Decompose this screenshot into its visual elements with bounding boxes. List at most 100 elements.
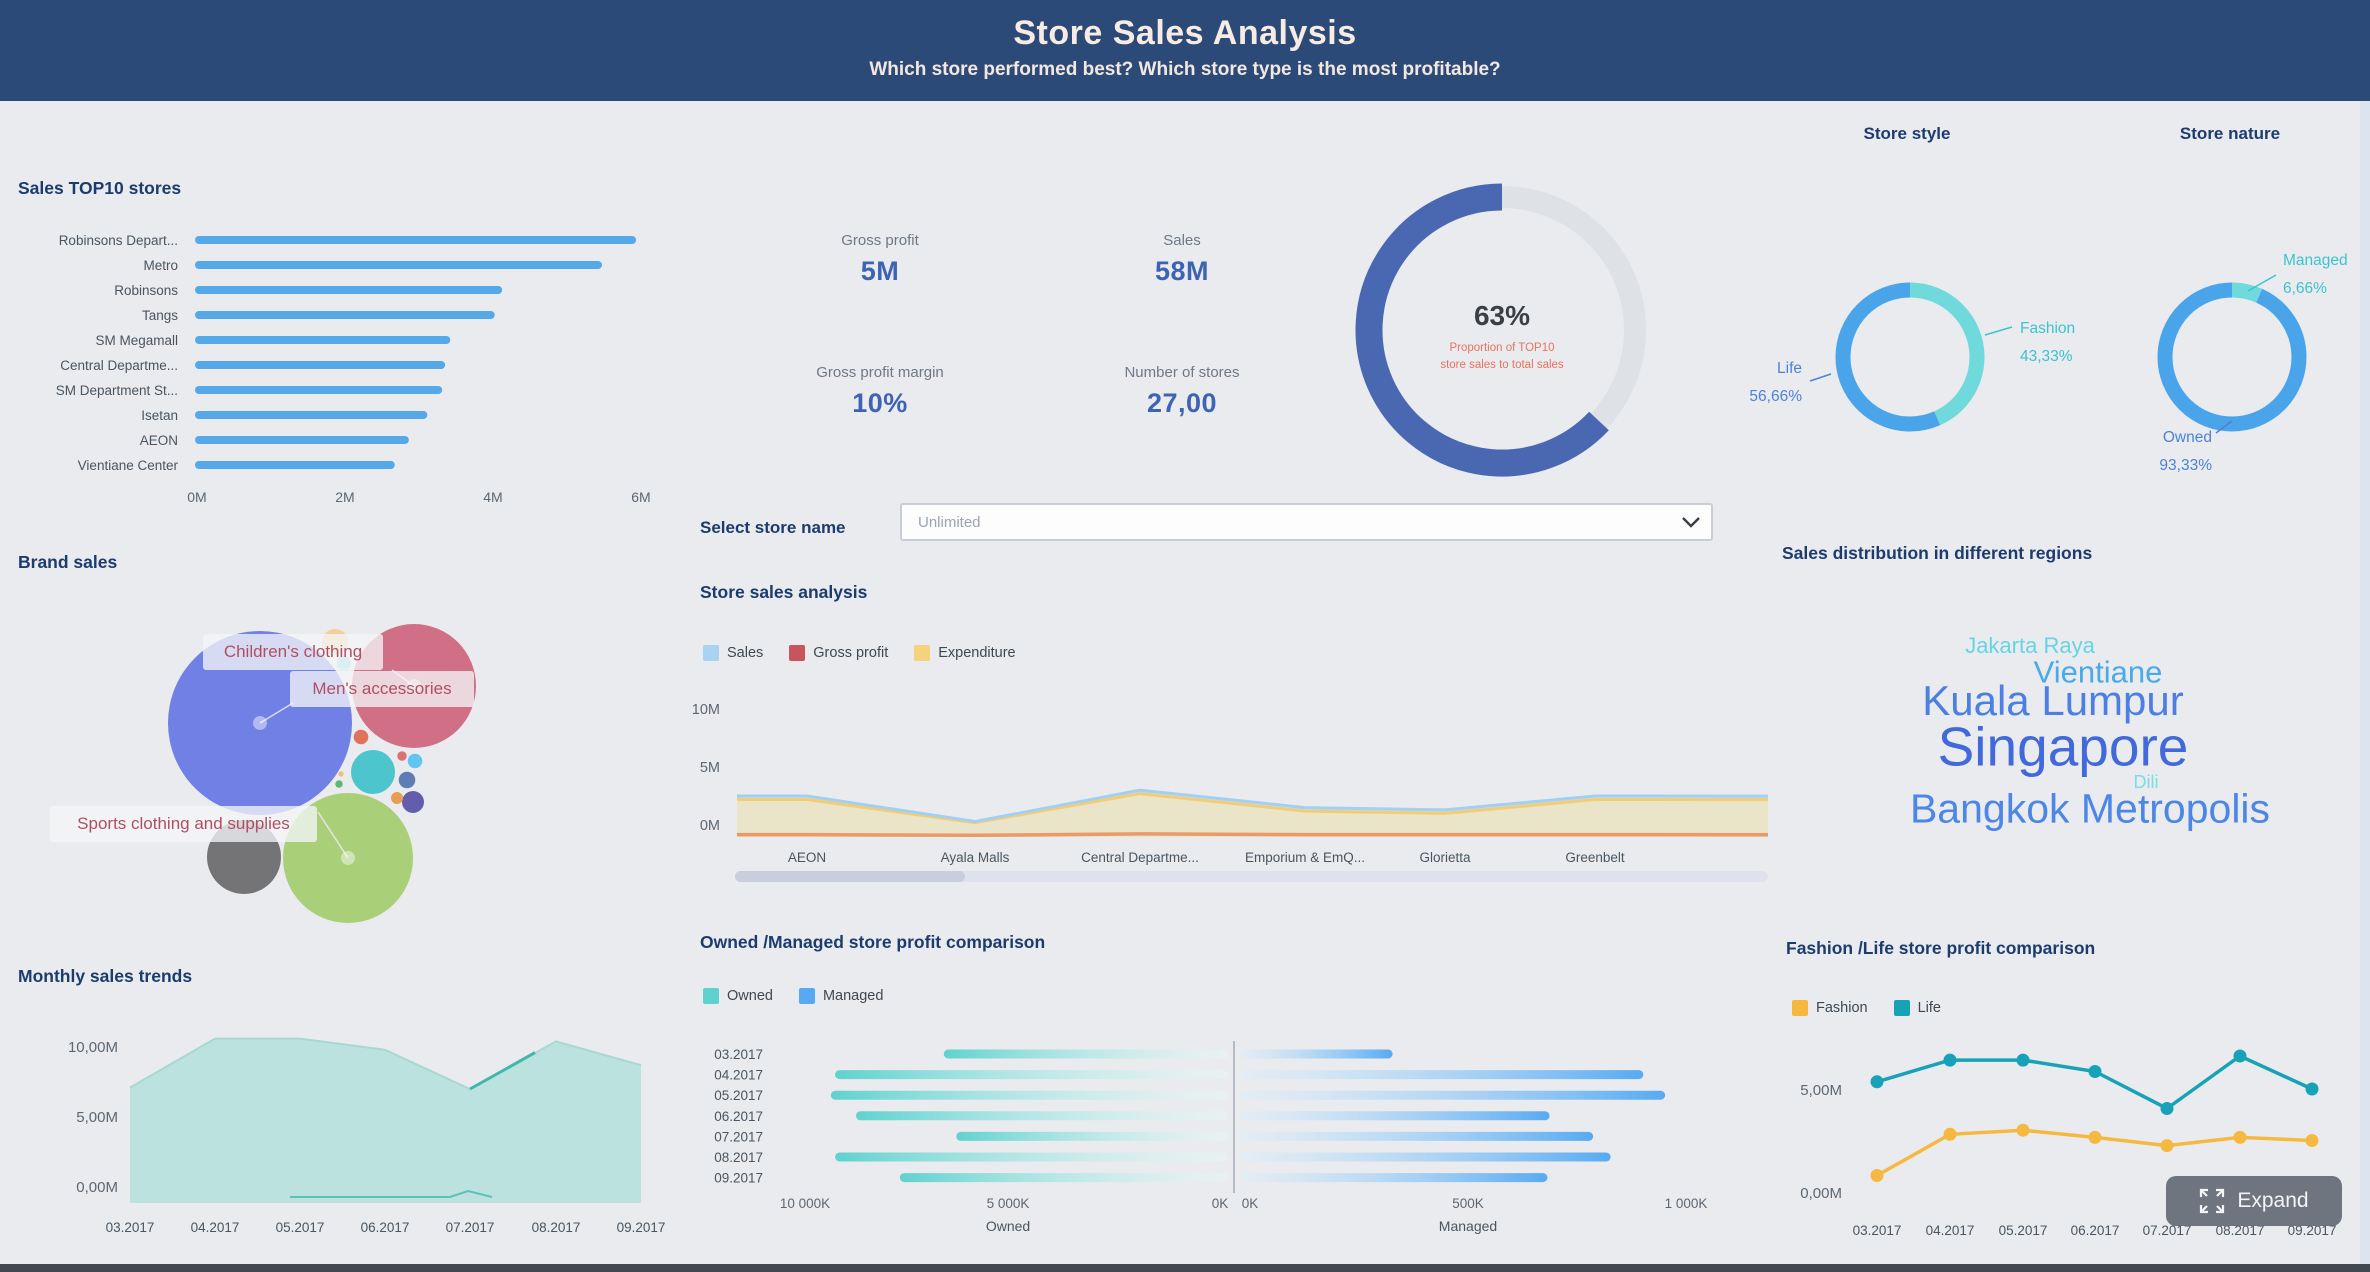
legend-item-owned[interactable]: Owned xyxy=(703,988,773,1004)
legend-item-life[interactable]: Life xyxy=(1893,1000,1941,1016)
fashion-life-line-chart: 0,00M 5,00M 03.2017 04.2017 05.2017 06.2017 07… xyxy=(1800,1049,2337,1238)
gauge-arc xyxy=(1355,183,1609,477)
bar-label: Isetan xyxy=(141,408,178,423)
cloud-word: Kuala Lumpur xyxy=(1922,677,2184,724)
top10-title: Sales TOP10 stores xyxy=(18,178,182,198)
x-tick: 2M xyxy=(335,489,354,505)
month-label: 06.2017 xyxy=(714,1109,763,1124)
svg-text:05.2017: 05.2017 xyxy=(276,1220,325,1235)
svg-text:0,00M: 0,00M xyxy=(1800,1185,1842,1202)
legend-swatch xyxy=(798,988,815,1004)
managed-bar xyxy=(1240,1049,1393,1059)
scrollbar-thumb[interactable] xyxy=(735,871,965,882)
legend-item-sales[interactable]: Sales xyxy=(703,645,763,661)
legend-item-managed[interactable]: Managed xyxy=(798,988,883,1004)
bar xyxy=(195,236,637,244)
bar xyxy=(195,436,409,444)
store-sales-legend: Sales Gross profit Expenditure xyxy=(703,645,1016,661)
legend-item-gross-profit[interactable]: Gross profit xyxy=(789,645,888,661)
donut-label: Life xyxy=(1777,360,1802,377)
x-tick: 6M xyxy=(631,489,650,505)
bubble-label-childrens-clothing: Children's clothing xyxy=(203,634,383,670)
svg-text:500K: 500K xyxy=(1452,1196,1484,1211)
store-name-dropdown[interactable]: Unlimited xyxy=(900,503,1713,541)
right-edge-strip xyxy=(2360,101,2370,1264)
monthly-trends-title: Monthly sales trends xyxy=(18,966,193,986)
managed-bar xyxy=(1240,1090,1666,1100)
cloud-word: Dili xyxy=(2133,772,2159,792)
bar-label: Tangs xyxy=(142,308,178,323)
bar-label: Vientiane Center xyxy=(78,458,179,473)
expenditure-line xyxy=(737,792,1769,825)
legend-swatch xyxy=(703,988,719,1004)
donut-pct: 6,66% xyxy=(2283,280,2327,297)
bar-label: AEON xyxy=(140,433,178,448)
managed-bar xyxy=(1240,1173,1548,1183)
legend-item-expenditure[interactable]: Expenditure xyxy=(914,645,1016,661)
bar xyxy=(195,336,451,344)
x-category: Glorietta xyxy=(1419,850,1471,865)
bubble xyxy=(335,780,343,788)
regions-title: Sales distribution in different regions xyxy=(1782,543,2093,563)
owned-bar xyxy=(943,1049,1228,1059)
managed-bar xyxy=(1240,1070,1644,1080)
owned-bar xyxy=(899,1173,1228,1183)
svg-text:5M: 5M xyxy=(700,760,720,776)
owned-managed-legend: Owned Managed xyxy=(703,988,883,1004)
store-sales-title: Store sales analysis xyxy=(700,582,868,602)
expand-button[interactable]: Expand xyxy=(2166,1176,2342,1226)
donut-pct: 93,33% xyxy=(2159,457,2212,474)
cloud-word: Singapore xyxy=(1937,715,2189,778)
donut-label: Managed xyxy=(2283,252,2348,269)
donut-slice-owned xyxy=(2157,282,2307,432)
cloud-word: Bangkok Metropolis xyxy=(1909,785,2271,832)
svg-text:03.2017: 03.2017 xyxy=(1853,1223,1902,1238)
life-point xyxy=(2160,1102,2174,1115)
gross-profit-line xyxy=(737,832,1769,838)
owned-managed-butterfly-chart: 03.2017 04.2017 05.2017 06.2017 07.2017 08.20… xyxy=(714,1041,1707,1234)
x-category: AEON xyxy=(788,850,826,865)
kpi-sales: Sales 58M xyxy=(1154,232,1210,286)
dashboard-header: Store Sales Analysis Which store perform… xyxy=(0,0,2370,101)
svg-text:5,00M: 5,00M xyxy=(76,1109,118,1126)
store-sales-scrollbar[interactable] xyxy=(735,871,1768,882)
fashion-life-legend: Fashion Life xyxy=(1792,1000,1941,1016)
svg-text:Proportion of TOP10: Proportion of TOP10 xyxy=(1449,342,1554,354)
managed-bar xyxy=(1240,1111,1550,1121)
chevron-down-icon[interactable] xyxy=(1671,515,1711,529)
bubble-label-mens-accessories: Men's accessories xyxy=(290,671,474,707)
svg-text:09.2017: 09.2017 xyxy=(617,1220,666,1235)
life-point xyxy=(2016,1053,2030,1067)
legend-swatch xyxy=(1893,1000,1910,1016)
page-subtitle: Which store performed best? Which store … xyxy=(869,59,1501,80)
donut-pct: 43,33% xyxy=(2020,348,2073,365)
svg-text:03.2017: 03.2017 xyxy=(106,1220,155,1235)
legend-item-fashion[interactable]: Fashion xyxy=(1792,1000,1868,1016)
bubble xyxy=(351,750,395,794)
svg-text:store sales to total sales: store sales to total sales xyxy=(1440,359,1564,371)
x-tick: 4M xyxy=(483,489,502,505)
expand-label: Expand xyxy=(2237,1189,2309,1212)
month-label: 09.2017 xyxy=(714,1171,763,1186)
kpi-gross-profit-margin: Gross profit margin 10% xyxy=(816,364,944,418)
legend-swatch xyxy=(789,645,806,661)
bubble xyxy=(397,751,407,761)
x-tick: 0M xyxy=(187,489,206,505)
svg-text:Managed: Managed xyxy=(1439,1218,1497,1234)
svg-text:04.2017: 04.2017 xyxy=(1926,1223,1975,1238)
bar xyxy=(195,286,503,294)
svg-text:04.2017: 04.2017 xyxy=(191,1220,240,1235)
cloud-word: Jakarta Raya xyxy=(1965,633,2095,658)
svg-text:08.2017: 08.2017 xyxy=(2216,1223,2265,1238)
fashion-point xyxy=(2160,1139,2174,1153)
month-label: 05.2017 xyxy=(714,1088,763,1103)
page-title: Store Sales Analysis xyxy=(1013,14,1357,52)
select-store-label: Select store name xyxy=(700,518,846,537)
kpi-number-of-stores: Number of stores 27,00 xyxy=(1124,364,1240,418)
store-sales-area-chart: 10M 5M 0M AEON Ayala Malls Central Departme..… xyxy=(692,702,1769,865)
bar-label: SM Megamall xyxy=(95,333,178,348)
top10-bar-chart: Robinsons Depart... Metro Robinsons Tangs SM… xyxy=(56,233,651,505)
bar xyxy=(195,461,395,469)
donut-slice-life xyxy=(1835,282,1985,432)
svg-text:09.2017: 09.2017 xyxy=(2288,1223,2337,1238)
